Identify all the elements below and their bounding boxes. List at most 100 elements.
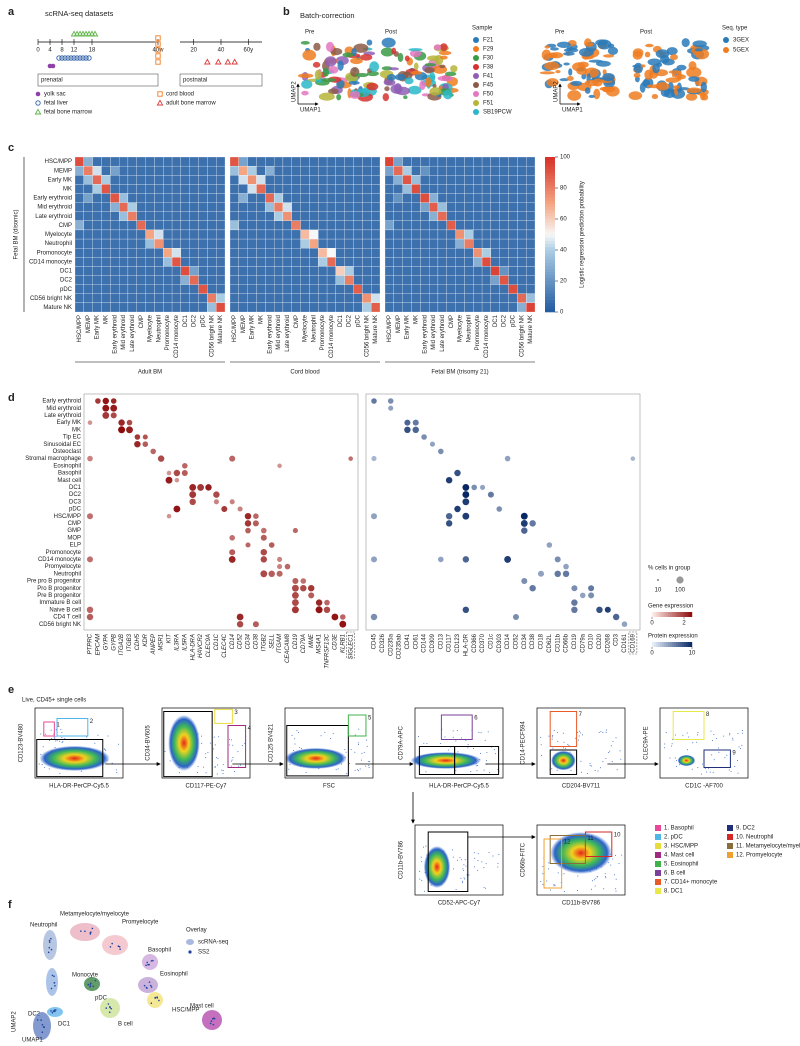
heatmap-cell xyxy=(517,266,527,276)
ss2-cell xyxy=(148,981,151,983)
heatmap-cell xyxy=(393,175,403,185)
legend-label: 1. Basophil xyxy=(664,826,694,832)
umap-blob xyxy=(380,47,394,57)
heatmap-cell xyxy=(411,193,421,203)
heatmap-cell xyxy=(110,211,120,221)
heatmap-cell xyxy=(101,284,111,294)
gradient-slice xyxy=(670,642,673,647)
heatmap-cell xyxy=(335,193,345,203)
rna-dot xyxy=(205,484,212,491)
gene-label: CD19 xyxy=(293,633,299,649)
heatmap-cell xyxy=(411,293,421,304)
legend-tick: 100 xyxy=(675,588,686,594)
event xyxy=(452,736,454,738)
heatmap-cell xyxy=(344,184,354,194)
gene-label: CLEC4C xyxy=(222,633,228,657)
event xyxy=(62,740,64,742)
event xyxy=(713,733,715,735)
heatmap-cell xyxy=(101,202,111,212)
heatmap-cell xyxy=(145,266,155,276)
umap-blob xyxy=(336,94,342,101)
event xyxy=(474,857,476,859)
heatmap-cell xyxy=(508,284,518,294)
gate xyxy=(347,714,367,737)
event xyxy=(711,754,713,756)
heatmap-cell xyxy=(490,156,500,167)
legend-swatch xyxy=(473,91,479,97)
heatmap-cell xyxy=(526,257,536,267)
legend-swatch xyxy=(473,37,479,43)
protein-dot xyxy=(520,512,528,520)
heatmap-cell xyxy=(517,184,527,194)
event xyxy=(425,771,427,773)
rna-dot xyxy=(276,570,283,577)
heatmap-cell xyxy=(101,248,111,258)
heatmap-cell xyxy=(455,293,465,304)
heatmap-cell xyxy=(481,175,492,185)
heatmap-cell xyxy=(326,220,337,231)
heatmap-cell xyxy=(402,302,412,313)
event xyxy=(51,738,53,740)
legend-swatch xyxy=(655,825,661,831)
event xyxy=(48,768,50,770)
rna-dot xyxy=(87,420,93,425)
heatmap-cell xyxy=(473,275,483,285)
event xyxy=(605,731,607,733)
event xyxy=(217,764,219,766)
cluster-label: B cell xyxy=(118,1022,133,1028)
event xyxy=(568,744,570,746)
umap-blob xyxy=(443,89,453,100)
heatmap-cell xyxy=(291,266,301,276)
protein-label: CD52 xyxy=(514,633,520,649)
panel-label: b xyxy=(283,6,290,18)
event xyxy=(297,732,299,734)
legend-tick: 10 xyxy=(689,651,696,657)
heatmap-cell xyxy=(362,266,372,276)
event xyxy=(483,886,485,888)
heatmap-cell xyxy=(238,229,248,240)
ss2-cell xyxy=(50,987,53,990)
gradient-slice xyxy=(656,642,659,647)
heatmap-cell xyxy=(273,220,284,231)
group-label: Adult BM xyxy=(138,370,162,376)
heatmap-cell xyxy=(309,293,319,304)
column-label: Myelocyte xyxy=(303,314,309,342)
marker xyxy=(86,55,92,61)
event xyxy=(115,769,117,771)
gradient-slice xyxy=(672,642,675,647)
heatmap-cell xyxy=(402,266,412,276)
dotplot-frame xyxy=(365,393,641,631)
event xyxy=(483,769,485,771)
heatmap-cell xyxy=(411,184,421,194)
event xyxy=(737,760,739,762)
protein-dot xyxy=(546,542,553,548)
heatmap-cell xyxy=(455,156,465,167)
panel-title: Batch-correction xyxy=(300,11,355,20)
heatmap-cell xyxy=(326,293,337,304)
row-label: Pro B progenitor xyxy=(37,586,81,592)
heatmap-cell xyxy=(300,229,310,240)
protein-dot xyxy=(445,520,453,527)
heatmap-cell xyxy=(83,156,93,167)
event xyxy=(55,740,57,742)
umap-blob xyxy=(686,67,702,78)
heatmap-cell xyxy=(318,220,328,231)
event xyxy=(455,740,457,742)
ss2-cell xyxy=(143,984,146,987)
heatmap-cell xyxy=(344,211,354,221)
column-label: CD56 bright NK xyxy=(519,315,525,357)
heatmap-cell xyxy=(437,257,447,267)
event xyxy=(455,769,457,771)
umap-blob xyxy=(366,39,373,46)
umap-blob xyxy=(384,86,390,92)
heatmap-cell xyxy=(326,229,337,240)
protein-label: CD169 xyxy=(630,633,636,652)
heatmap-cell xyxy=(420,302,430,313)
heatmap-cell xyxy=(526,284,536,294)
heatmap-cell xyxy=(517,238,527,249)
heatmap-cell xyxy=(154,266,164,276)
rna-dot xyxy=(268,542,275,548)
heatmap-cell xyxy=(464,257,474,267)
heatmap-cell xyxy=(446,238,456,249)
heatmap-cell xyxy=(291,293,301,304)
